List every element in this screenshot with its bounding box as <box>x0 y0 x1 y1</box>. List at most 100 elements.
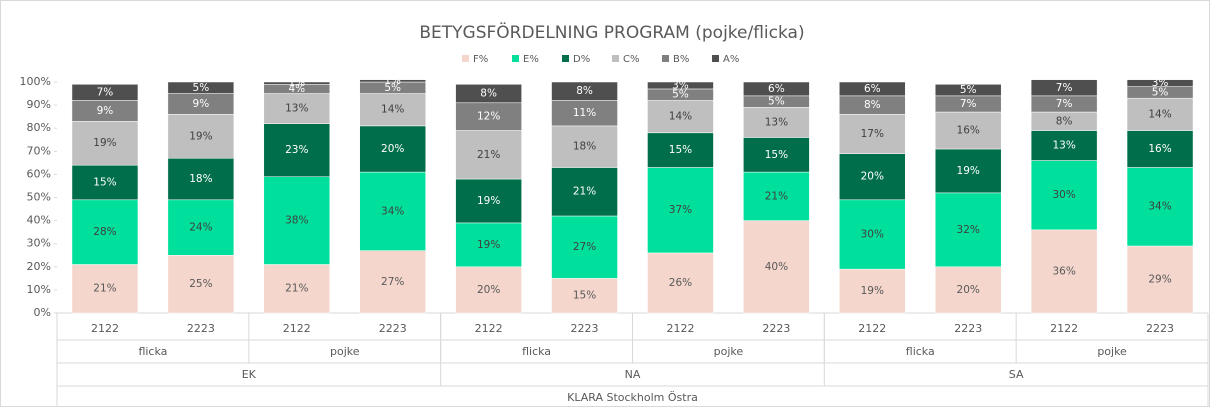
bar-segment <box>743 137 810 173</box>
value-label: 5% <box>672 89 689 101</box>
value-label: 20% <box>861 171 884 183</box>
x-tick-label: 2122 <box>91 322 119 335</box>
y-tick-label: 100% <box>20 75 51 88</box>
bar-segment <box>167 255 235 314</box>
group-label: pojke <box>1097 345 1127 358</box>
value-label: 19% <box>861 285 884 297</box>
x-tick-label: 2223 <box>379 322 407 335</box>
bar-segment <box>359 125 426 173</box>
legend-label: F% <box>473 54 488 65</box>
x-tick-label: 2223 <box>571 322 599 335</box>
bar-segment <box>743 220 810 314</box>
bar-segment <box>647 100 714 134</box>
x-tick-label: 2223 <box>1146 322 1174 335</box>
value-label: 9% <box>193 98 210 110</box>
bar-segment <box>647 167 714 254</box>
value-label: 9% <box>97 105 114 117</box>
legend-swatch <box>662 55 669 62</box>
value-label: 3% <box>1152 77 1169 89</box>
value-label: 16% <box>957 125 980 137</box>
value-label: 32% <box>957 224 980 236</box>
x-tick-label: 2223 <box>954 322 982 335</box>
value-label: 20% <box>381 143 404 155</box>
value-label: 34% <box>381 205 404 217</box>
bar-segment <box>1030 229 1098 314</box>
value-label: 8% <box>1056 115 1073 127</box>
chart-title: BETYGSFÖRDELNING PROGRAM (pojke/flicka) <box>419 21 804 43</box>
value-label: 16% <box>1148 143 1171 155</box>
value-label: 18% <box>189 173 212 185</box>
bar-segment <box>839 81 906 97</box>
x-tick-label: 2122 <box>1050 322 1078 335</box>
value-label: 3% <box>672 79 689 91</box>
group-label: flicka <box>138 345 167 358</box>
value-label: 36% <box>1052 265 1075 277</box>
y-tick-label: 90% <box>27 98 51 111</box>
bar-segment <box>359 79 426 83</box>
value-label: 14% <box>381 104 404 116</box>
bar-segment <box>839 199 906 270</box>
bar-segment <box>455 266 522 314</box>
value-label: 19% <box>957 165 980 177</box>
bar-segment <box>263 81 331 85</box>
bar-segment <box>743 171 810 221</box>
bar-segment <box>455 84 522 104</box>
legend-swatch <box>512 55 519 62</box>
value-label: 17% <box>861 128 884 140</box>
value-label: 19% <box>477 195 500 207</box>
bar-segment <box>743 107 810 138</box>
bar-segment <box>1030 160 1098 231</box>
legend-label: D% <box>573 54 590 65</box>
bar-segment <box>1126 97 1194 131</box>
bar-segment <box>551 278 618 314</box>
value-label: 20% <box>957 284 980 296</box>
value-label: 21% <box>765 190 788 202</box>
value-label: 1% <box>384 75 401 87</box>
bar-segment <box>455 102 522 131</box>
value-label: 21% <box>285 283 308 295</box>
legend-swatch <box>462 55 469 62</box>
legend-label: B% <box>673 54 689 65</box>
y-tick-label: 50% <box>27 191 51 204</box>
bar-segment <box>263 176 331 265</box>
bar-segment <box>647 252 714 314</box>
value-label: 1% <box>288 77 305 89</box>
bar-segment <box>839 268 906 314</box>
legend-swatch <box>612 55 619 62</box>
value-label: 15% <box>669 144 692 156</box>
value-label: 5% <box>960 84 977 96</box>
value-label: 15% <box>765 149 788 161</box>
legend-label: C% <box>623 54 639 65</box>
group-label: flicka <box>522 345 551 358</box>
value-label: 21% <box>573 186 596 198</box>
value-label: 34% <box>1148 201 1171 213</box>
bar-segment <box>263 123 331 177</box>
value-label: 5% <box>193 82 210 94</box>
bar-segment <box>743 81 810 97</box>
bar-segment <box>263 264 331 314</box>
bar-segment <box>1030 79 1098 97</box>
value-label: 8% <box>480 88 497 100</box>
bar-segment <box>455 178 522 224</box>
value-label: 15% <box>573 290 596 302</box>
legend-swatch <box>712 55 719 62</box>
value-label: 5% <box>1152 86 1169 98</box>
value-label: 21% <box>93 283 116 295</box>
value-label: 26% <box>669 277 692 289</box>
value-label: 23% <box>285 144 308 156</box>
group-label: pojke <box>330 345 360 358</box>
value-label: 30% <box>861 228 884 240</box>
bar-segment <box>71 264 139 314</box>
bar-segment <box>263 93 331 124</box>
group-label: pojke <box>714 345 744 358</box>
bar-segment <box>167 114 235 159</box>
y-tick-label: 0% <box>34 306 51 319</box>
value-label: 38% <box>285 215 308 227</box>
value-label: 19% <box>93 137 116 149</box>
value-label: 21% <box>477 149 500 161</box>
group-label: flicka <box>906 345 935 358</box>
value-label: 19% <box>189 130 212 142</box>
legend-label: E% <box>523 54 539 65</box>
group-label: KLARA Stockholm Östra <box>567 391 698 404</box>
